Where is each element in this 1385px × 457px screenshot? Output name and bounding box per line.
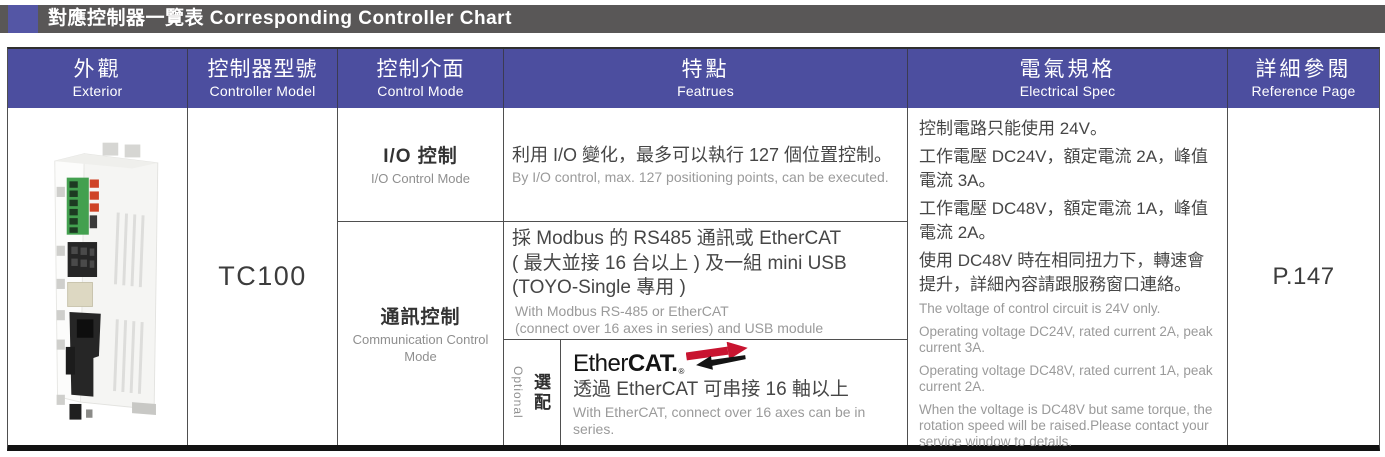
header-features: 特點 Featrues xyxy=(504,49,908,108)
ethercat-registered-mark: ® xyxy=(678,367,685,377)
electrical-zh: 使用 DC48V 時在相同扭力下，轉速會提升，詳細內容請跟服務窗口連絡。 xyxy=(919,251,1205,294)
comm-mode-zh: 通訊控制 xyxy=(380,307,461,329)
header-exterior: 外觀 Exterior xyxy=(8,49,188,108)
io-feature-zh: 利用 I/O 變化，最多可以執行 127 個位置控制。 xyxy=(512,144,893,165)
section-title-bar xyxy=(0,5,1385,33)
header-model-zh: 控制器型號 xyxy=(207,58,318,81)
reference-page-cell: P.147 xyxy=(1228,108,1379,445)
header-control-mode-zh: 控制介面 xyxy=(376,58,465,81)
header-model-en: Controller Model xyxy=(209,83,316,100)
header-features-en: Featrues xyxy=(677,83,734,100)
header-exterior-zh: 外觀 xyxy=(73,58,122,81)
model-cell: TC100 xyxy=(188,108,338,445)
reference-page-number: P.147 xyxy=(1272,262,1335,290)
comm-feature-zh-line: 採 Modbus 的 RS485 通訊或 EtherCAT xyxy=(512,228,842,249)
electrical-zh: 工作電壓 DC48V，額定電流 1A，峰值電流 2A。 xyxy=(919,199,1209,242)
header-reference-en: Reference Page xyxy=(1251,83,1356,100)
optional-label-en: Optional xyxy=(511,366,525,419)
comm-feature-en-line: With Modbus RS-485 or EtherCAT xyxy=(515,303,729,320)
electrical-en: Operating voltage DC48V, rated current 1… xyxy=(919,362,1213,394)
header-control-mode: 控制介面 Control Mode xyxy=(338,49,504,108)
comm-mode-en: Communication Control Mode xyxy=(352,332,489,364)
io-mode-en: I/O Control Mode xyxy=(371,171,470,187)
header-electrical-en: Electrical Spec xyxy=(1019,83,1116,100)
electrical-zh: 控制電路只能使用 24V。 xyxy=(919,119,1107,138)
io-mode-zh: I/O 控制 xyxy=(383,146,458,168)
optional-label-strip: Optional 選配 xyxy=(504,340,561,445)
ethercat-arrow-icon xyxy=(686,342,749,370)
comm-feature-zh-line: ( 最大並接 16 台以上 ) 及一組 mini USB xyxy=(512,252,847,274)
io-mode-cell: I/O 控制 I/O Control Mode xyxy=(338,108,504,222)
comm-mode-cell: 通訊控制 Communication Control Mode xyxy=(338,222,504,445)
title-accent-square xyxy=(8,5,38,33)
header-exterior-en: Exterior xyxy=(72,83,123,100)
controller-chart-table: 外觀 Exterior 控制器型號 Controller Model 控制介面 … xyxy=(7,47,1380,451)
io-feature-cell: 利用 I/O 變化，最多可以執行 127 個位置控制。 By I/O contr… xyxy=(504,108,908,222)
ethercat-logo: Ether CAT. ® xyxy=(573,342,907,378)
optional-feature-zh: 透過 EtherCAT 可串接 16 軸以上 xyxy=(573,379,849,401)
header-electrical: 電氣規格 Electrical Spec xyxy=(908,49,1228,108)
electrical-en: When the voltage is DC48V but same torqu… xyxy=(919,401,1213,449)
optional-label-zh: 選配 xyxy=(531,372,550,413)
optional-feature-en: With EtherCAT, connect over 16 axes can … xyxy=(573,403,866,438)
header-features-zh: 特點 xyxy=(681,58,730,81)
electrical-en: Operating voltage DC24V, rated current 2… xyxy=(919,324,1213,356)
header-reference-zh: 詳細參閱 xyxy=(1255,58,1352,81)
comm-feature-en-line: (connect over 16 axes in series) and USB… xyxy=(515,320,824,337)
io-feature-en: By I/O control, max. 127 positioning poi… xyxy=(512,168,889,185)
optional-feature-content: Ether CAT. ® 透過 EtherCAT 可串接 16 軸以上 With E… xyxy=(561,340,907,445)
section-title: 對應控制器一覽表 Corresponding Controller Chart xyxy=(48,8,512,29)
model-number: TC100 xyxy=(218,261,307,291)
header-control-mode-en: Control Mode xyxy=(377,83,464,100)
controller-product-image xyxy=(53,142,158,420)
comm-feature-zh-line: (TOYO-Single 專用 ) xyxy=(512,277,686,299)
header-electrical-zh: 電氣規格 xyxy=(1019,58,1116,81)
electrical-en: The voltage of control circuit is 24V on… xyxy=(919,301,1161,317)
header-reference: 詳細參閱 Reference Page xyxy=(1228,49,1379,108)
optional-feature-cell: Optional 選配 Ether CAT. ® xyxy=(504,340,908,445)
ethercat-logo-text: Ether xyxy=(573,350,628,378)
electrical-zh: 工作電壓 DC24V，額定電流 2A，峰值電流 3A。 xyxy=(919,147,1209,190)
header-model: 控制器型號 Controller Model xyxy=(188,49,338,108)
ethercat-logo-text-bold: CAT. xyxy=(627,350,678,378)
comm-feature-cell: 採 Modbus 的 RS485 通訊或 EtherCAT ( 最大並接 16 … xyxy=(504,222,908,340)
electrical-spec-cell: 控制電路只能使用 24V。 工作電壓 DC24V，額定電流 2A，峰值電流 3A… xyxy=(908,108,1228,449)
exterior-cell xyxy=(8,108,188,445)
